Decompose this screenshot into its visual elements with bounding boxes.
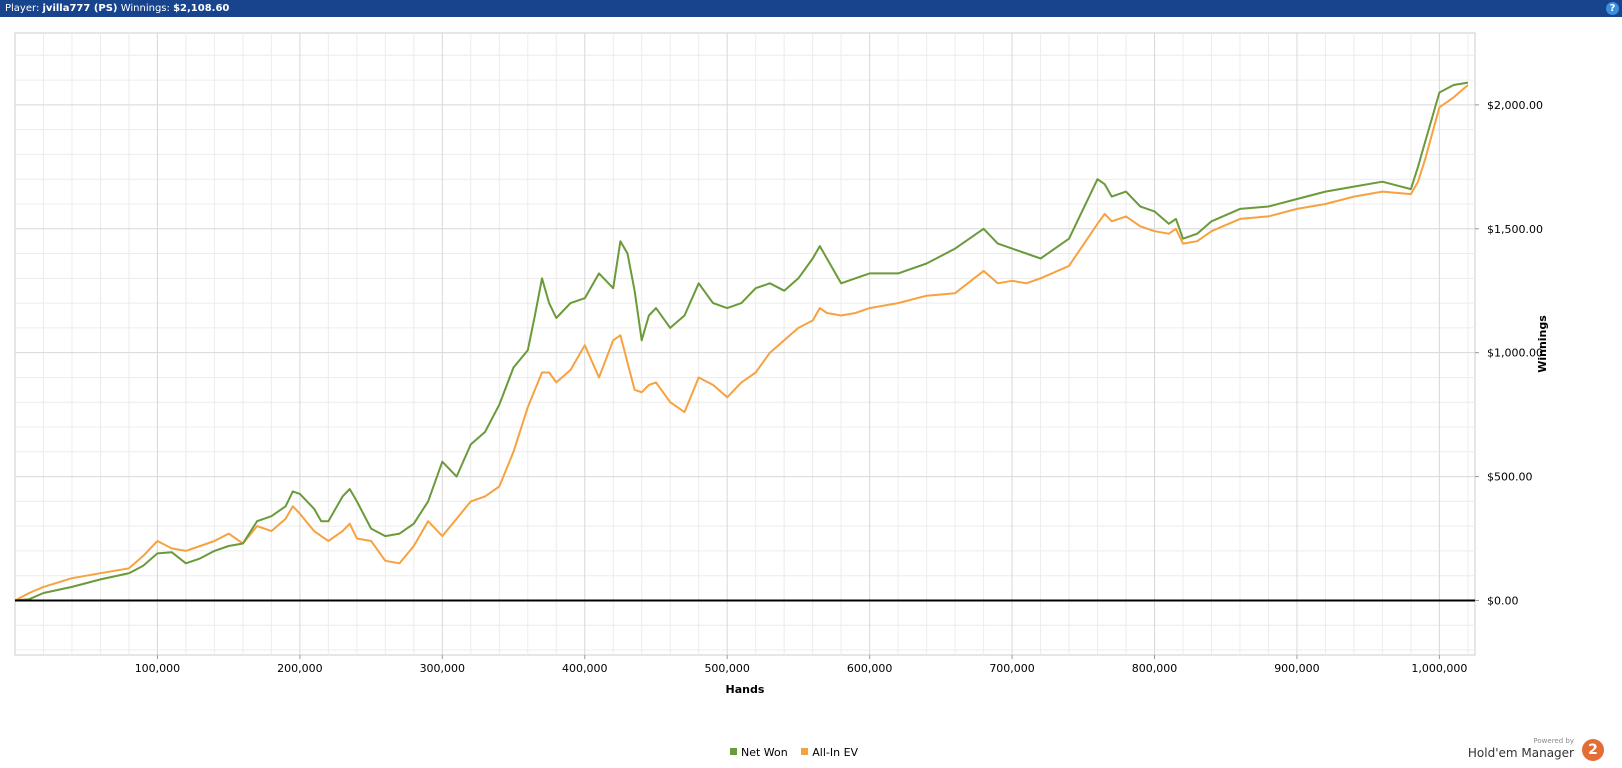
- legend-item-all-in-ev[interactable]: All-In EV: [801, 746, 858, 759]
- legend: Net Won All-In EV: [730, 746, 868, 759]
- legend-swatch-all-in-ev: [801, 748, 809, 755]
- x-tick-label: 800,000: [1132, 662, 1178, 675]
- hem-logo-icon: 2: [1582, 739, 1604, 761]
- x-tick-label: 1,000,000: [1411, 662, 1467, 675]
- x-tick-label: 300,000: [420, 662, 466, 675]
- x-tick-label: 400,000: [562, 662, 608, 675]
- hem-branding: Powered by Hold'em Manager 2: [1467, 737, 1610, 765]
- x-tick-label: 600,000: [847, 662, 893, 675]
- legend-label-all-in-ev: All-In EV: [812, 746, 859, 759]
- legend-item-net-won[interactable]: Net Won: [730, 746, 788, 759]
- x-tick-label: 100,000: [135, 662, 181, 675]
- player-label: Player:: [5, 3, 40, 14]
- legend-swatch-net-won: [730, 748, 737, 755]
- y-tick-label: $1,500.00: [1487, 223, 1543, 236]
- winnings-value: $2,108.60: [173, 3, 230, 14]
- legend-label-net-won: Net Won: [741, 746, 788, 759]
- grid-minor: [15, 33, 1475, 655]
- x-tick-label: 900,000: [1274, 662, 1320, 675]
- y-axis-title: Winnings: [1536, 315, 1549, 373]
- y-axis: $0.00 $500.00 $1,000.00 $1,500.00 $2,000.00: [1475, 99, 1543, 607]
- x-axis-title: Hands: [726, 683, 765, 696]
- x-axis: 100,000 200,000 300,000 400,000 500,000 600,0…: [135, 655, 1467, 675]
- x-tick-label: 700,000: [989, 662, 1035, 675]
- series-layer: [14, 81, 1469, 602]
- y-tick-label: $2,000.00: [1487, 99, 1543, 112]
- product-name: Hold'em Manager: [1467, 746, 1574, 760]
- y-tick-label: $0.00: [1487, 594, 1519, 607]
- x-tick-label: 200,000: [277, 662, 323, 675]
- powered-by-text: Powered by: [1533, 737, 1574, 745]
- player-info: Player: jvilla777 (PS) Winnings: $2,108.…: [5, 0, 229, 17]
- winnings-chart: 100,000 200,000 300,000 400,000 500,000 600,0…: [14, 32, 1549, 696]
- series-line-all-in-ev: [14, 84, 1469, 602]
- y-tick-label: $500.00: [1487, 471, 1533, 484]
- player-name: jvilla777 (PS): [42, 3, 118, 14]
- x-tick-label: 500,000: [704, 662, 750, 675]
- help-icon[interactable]: ?: [1606, 2, 1619, 15]
- plot-area-border: [14, 32, 1476, 656]
- series-line-net-won: [14, 81, 1469, 602]
- winnings-label: Winnings:: [120, 3, 170, 14]
- title-bar: Player: jvilla777 (PS) Winnings: $2,108.…: [0, 0, 1622, 17]
- y-tick-label: $1,000.00: [1487, 347, 1543, 360]
